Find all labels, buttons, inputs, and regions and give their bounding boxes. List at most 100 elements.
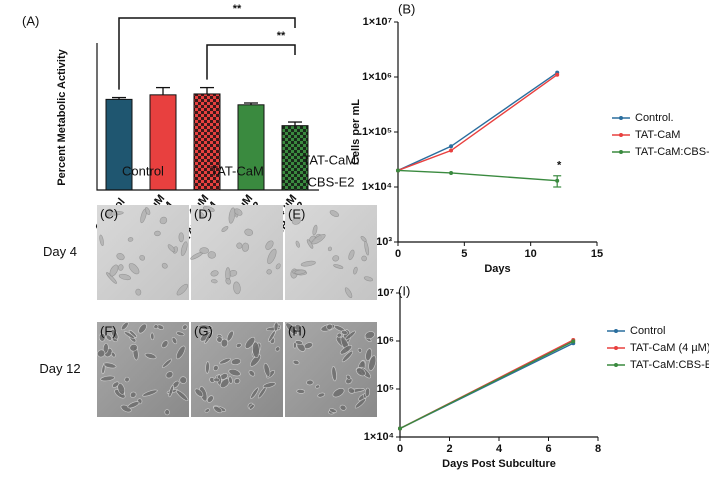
x-tick-label: 0 xyxy=(395,248,401,260)
y-tick-label: 1×10⁴ xyxy=(362,181,392,193)
cell xyxy=(332,255,340,262)
cell xyxy=(357,347,363,353)
bar xyxy=(105,98,133,191)
axis xyxy=(397,22,597,243)
panel-label: (B) xyxy=(398,1,415,16)
cell xyxy=(198,324,213,331)
cell xyxy=(354,398,366,409)
cell xyxy=(356,367,366,377)
cell xyxy=(332,388,345,398)
cell xyxy=(102,362,117,369)
y-tick-label: 1×10⁷ xyxy=(363,16,393,28)
cell xyxy=(368,355,377,371)
axis xyxy=(399,293,598,438)
significance-bracket xyxy=(206,44,296,80)
cell xyxy=(97,349,106,358)
legend-marker xyxy=(614,346,618,350)
cell xyxy=(150,332,155,341)
bar-pattern xyxy=(282,125,308,190)
cell xyxy=(161,340,169,349)
cell xyxy=(139,254,146,261)
cell xyxy=(312,224,318,236)
cell xyxy=(159,216,168,225)
cell xyxy=(99,234,104,247)
cell xyxy=(213,377,220,383)
column-header: CBS-E2 xyxy=(308,174,355,189)
cell xyxy=(262,382,276,389)
cell xyxy=(109,264,119,277)
cell xyxy=(353,266,358,275)
cell xyxy=(344,330,356,341)
cell xyxy=(110,329,119,340)
cell xyxy=(230,358,242,366)
x-tick-label: 10 xyxy=(525,248,537,260)
cell xyxy=(249,404,255,410)
cell xyxy=(129,343,138,352)
cell xyxy=(144,207,151,216)
legend-marker xyxy=(614,329,618,333)
cell xyxy=(142,389,158,397)
cell xyxy=(233,281,241,295)
annotation: * xyxy=(557,160,562,172)
cell xyxy=(344,287,353,298)
point xyxy=(398,426,402,431)
cell xyxy=(164,409,170,416)
cell xyxy=(121,321,129,331)
x-tick-label: 6 xyxy=(545,443,551,455)
cell xyxy=(252,341,260,359)
cell xyxy=(333,264,344,269)
cell xyxy=(296,389,306,394)
panel-label: (H) xyxy=(288,323,306,338)
cell xyxy=(220,338,229,348)
cell xyxy=(317,392,326,398)
cell xyxy=(244,228,254,236)
cell xyxy=(250,387,259,399)
cell xyxy=(127,237,134,242)
cell xyxy=(165,371,174,379)
cell xyxy=(361,255,367,262)
x-tick-label: 2 xyxy=(446,443,452,455)
cell xyxy=(326,323,333,330)
cell xyxy=(250,354,262,367)
cell xyxy=(294,340,304,345)
legend-marker xyxy=(614,363,618,367)
cell xyxy=(167,244,176,253)
cell xyxy=(365,348,373,362)
legend-label: TAT-CaM (4 µM) xyxy=(630,342,709,354)
legend-label: Control. xyxy=(635,112,674,124)
x-tick-label: 15 xyxy=(591,248,603,260)
legend-label: TAT-CaM:CBS-E2 xyxy=(630,359,709,371)
cell xyxy=(128,263,140,275)
panel-label: (I) xyxy=(398,283,410,298)
cell xyxy=(98,333,106,342)
y-axis-title: Percent Metabolic Activity xyxy=(56,48,68,185)
cell xyxy=(138,323,147,334)
bar-pattern xyxy=(194,93,220,190)
x-tick-label: 4 xyxy=(496,443,503,455)
panel-label: (C) xyxy=(100,206,118,221)
cell xyxy=(213,406,223,414)
cell xyxy=(285,322,298,335)
x-axis-title: Days Post Subculture xyxy=(442,458,556,470)
cell xyxy=(275,346,281,352)
column-header: TAT-CaM: xyxy=(302,152,359,167)
panel-label: (D) xyxy=(194,206,212,221)
panel-label: (F) xyxy=(100,323,117,338)
cell xyxy=(244,336,256,349)
significance-bracket xyxy=(118,17,296,90)
x-tick-label: 0 xyxy=(397,443,403,455)
cell xyxy=(311,233,326,245)
cell xyxy=(124,376,130,383)
cell xyxy=(127,401,140,409)
cell xyxy=(225,278,232,285)
cell xyxy=(135,288,142,296)
cell xyxy=(339,404,347,411)
cell xyxy=(210,270,219,277)
x-tick-label: 8 xyxy=(595,443,601,455)
cell xyxy=(154,230,161,237)
point xyxy=(555,72,560,77)
cell xyxy=(331,366,337,382)
cell xyxy=(233,208,243,216)
series-line xyxy=(399,340,574,430)
cell xyxy=(228,368,241,377)
